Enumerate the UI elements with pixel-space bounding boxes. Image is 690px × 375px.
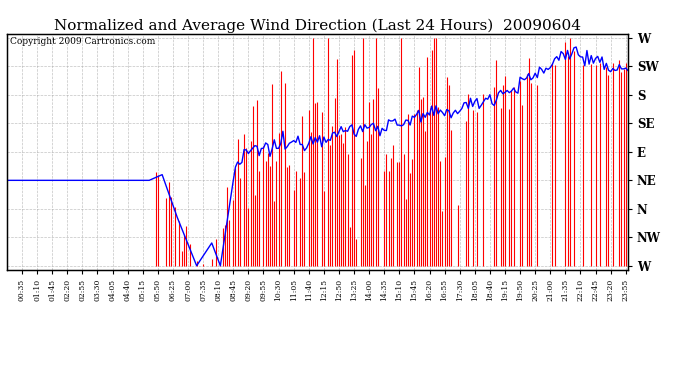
- Text: Copyright 2009 Cartronics.com: Copyright 2009 Cartronics.com: [10, 37, 155, 46]
- Title: Normalized and Average Wind Direction (Last 24 Hours)  20090604: Normalized and Average Wind Direction (L…: [54, 18, 581, 33]
